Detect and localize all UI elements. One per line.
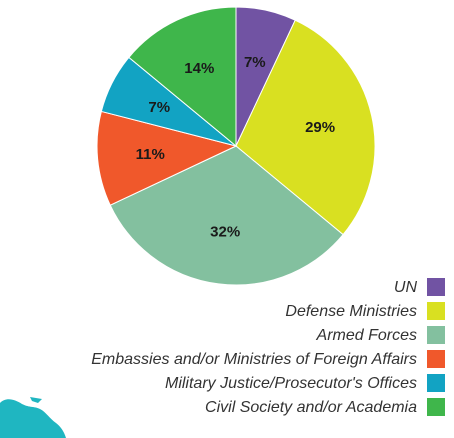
slice-value-label-civil-society-and-or-academia: 14% bbox=[184, 60, 214, 77]
legend-swatch bbox=[427, 278, 445, 296]
legend-swatch bbox=[427, 374, 445, 392]
slice-value-label-embassies-and-or-ministries-of-foreign-affairs: 11% bbox=[136, 146, 165, 163]
slice-value-label-military-justice-prosecutor-s-offices: 7% bbox=[148, 99, 170, 116]
legend-swatch bbox=[427, 326, 445, 344]
legend-swatch bbox=[427, 398, 445, 416]
pie-slice-civil-society-and-or-academia bbox=[128, 6, 237, 148]
legend-item-defense-ministries: Defense Ministries bbox=[285, 302, 445, 320]
slice-value-label-defense-ministries: 29% bbox=[305, 119, 335, 136]
pie-slice-defense-ministries bbox=[235, 19, 376, 236]
pie-slice-embassies-and-or-ministries-of-foreign-affairs bbox=[96, 110, 238, 206]
legend-label: UN bbox=[394, 279, 418, 296]
legend-swatch bbox=[427, 302, 445, 320]
map-fragment-decoration bbox=[0, 397, 66, 438]
legend-label: Armed Forces bbox=[316, 327, 417, 344]
legend-item-un: UN bbox=[394, 278, 445, 296]
legend-item-armed-forces: Armed Forces bbox=[316, 326, 445, 344]
legend-label: Military Justice/Prosecutor's Offices bbox=[165, 375, 417, 392]
legend-item-embassies-and-or-ministries-of-foreign-affairs: Embassies and/or Ministries of Foreign A… bbox=[91, 350, 445, 368]
legend-item-civil-society-and-or-academia: Civil Society and/or Academia bbox=[205, 398, 445, 416]
slice-value-label-un: 7% bbox=[244, 54, 266, 71]
legend-swatch bbox=[427, 350, 445, 368]
pie-slice-armed-forces bbox=[109, 145, 344, 286]
pie-slice-labels: 7% 29% 32% 11% 7% 14% bbox=[136, 54, 336, 241]
legend-label: Defense Ministries bbox=[285, 303, 417, 320]
legend-label: Civil Society and/or Academia bbox=[205, 399, 417, 416]
legend-label: Embassies and/or Ministries of Foreign A… bbox=[91, 351, 417, 368]
legend: UN Defense Ministries Armed Forces Embassie… bbox=[91, 278, 445, 416]
pie-slices bbox=[96, 6, 376, 286]
slice-value-label-armed-forces: 32% bbox=[210, 224, 240, 241]
legend-item-military-justice-prosecutor-s-offices: Military Justice/Prosecutor's Offices bbox=[165, 374, 445, 392]
